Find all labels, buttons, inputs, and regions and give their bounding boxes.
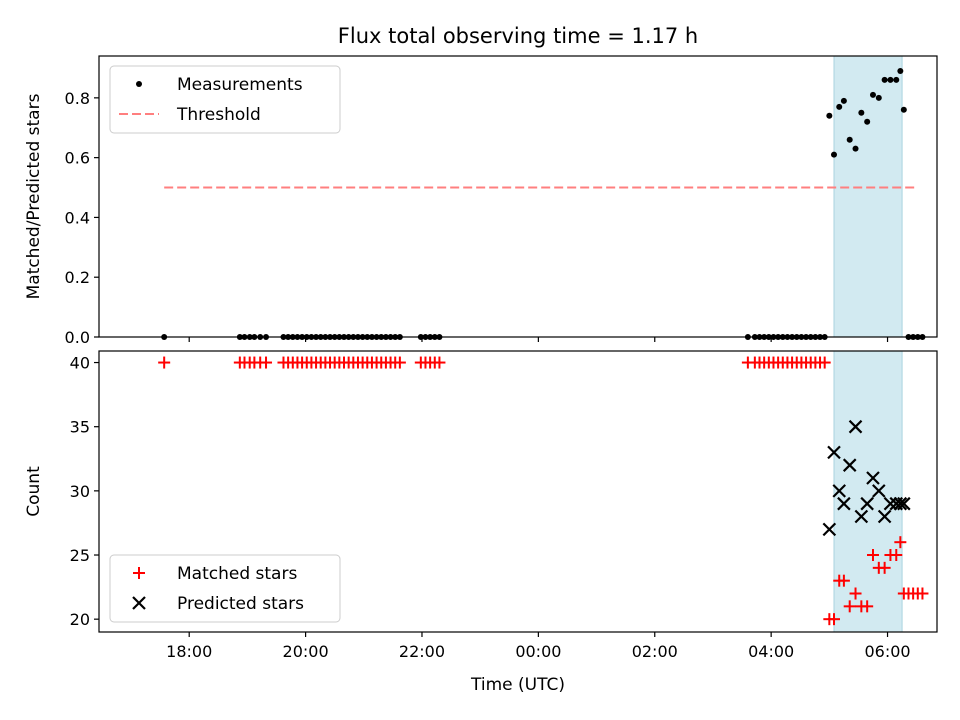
y-tick-label: 30 — [70, 482, 90, 501]
data-point — [890, 549, 903, 562]
data-point — [860, 496, 874, 511]
data-point — [846, 136, 853, 143]
x-marker-b — [893, 496, 908, 511]
data-point — [875, 94, 882, 101]
data-point — [158, 356, 171, 369]
y-tick-label: 20 — [70, 610, 90, 629]
legend-label: Threshold — [176, 105, 261, 125]
x-marker-b — [872, 484, 886, 498]
data-point — [883, 496, 898, 511]
x-marker-b — [854, 509, 869, 524]
data-point — [843, 600, 856, 613]
y-axis-label: Count — [24, 466, 44, 517]
data-point — [836, 103, 843, 110]
legend-label: Measurements — [177, 75, 303, 95]
y-tick-label: 35 — [70, 418, 90, 437]
y-tick-label: 0.4 — [65, 208, 90, 227]
data-point — [854, 509, 869, 524]
legend: Matched stars Predicted stars — [109, 554, 341, 623]
data-point — [916, 587, 929, 600]
data-point — [866, 471, 880, 485]
data-point — [894, 536, 907, 549]
axes-frame — [98, 350, 938, 633]
x-marker-b — [883, 496, 898, 511]
data-point — [900, 106, 907, 113]
data-point — [893, 76, 900, 83]
legend-marker-measurements — [136, 81, 142, 87]
data-point — [837, 574, 850, 587]
data-point — [260, 356, 273, 369]
legend-box — [109, 65, 341, 134]
data-point — [830, 151, 837, 158]
x-marker-b — [837, 496, 851, 511]
data-point — [861, 600, 874, 613]
data-point — [852, 145, 859, 152]
data-point — [877, 509, 892, 524]
data-point — [827, 613, 840, 626]
data-point — [827, 445, 841, 460]
x-marker-b — [897, 496, 911, 511]
x-marker-b — [827, 445, 841, 460]
data-point — [842, 458, 857, 472]
data-point — [887, 76, 894, 83]
data-point — [866, 549, 879, 562]
data-point — [393, 356, 406, 369]
legend: Measurements Threshold — [109, 65, 341, 134]
y-tick-label: 0.6 — [65, 149, 90, 168]
x-marker-b — [866, 471, 880, 485]
data-point — [893, 496, 908, 511]
x-marker-b — [822, 522, 837, 537]
chart-title: Flux total observing time = 1.17 h — [338, 24, 698, 48]
y-tick-label: 0.0 — [65, 328, 90, 347]
x-marker-b — [877, 509, 892, 524]
y-tick-label: 0.8 — [65, 89, 90, 108]
x-marker-b — [832, 484, 847, 498]
x-marker-b — [848, 419, 863, 434]
data-point — [837, 496, 851, 511]
data-point — [858, 109, 865, 116]
data-point — [869, 91, 876, 98]
data-point — [897, 496, 911, 511]
x-tick-label: 06:00 — [864, 642, 910, 661]
bottom-panel: 20 25 30 35 40 18:00 20:00 22:00 00:00 02:00 04:00… — [24, 350, 938, 695]
data-point — [897, 67, 904, 74]
x-tick-label: 04:00 — [748, 642, 794, 661]
axes-frame — [98, 55, 938, 338]
data-point — [818, 356, 831, 369]
x-marker-b — [842, 458, 857, 472]
y-axis-label: Matched/Predicted stars — [24, 93, 44, 299]
legend-label: Predicted stars — [177, 594, 304, 614]
x-tick-label: 02:00 — [632, 642, 678, 661]
y-tick-label: 40 — [70, 354, 90, 373]
legend-label: Matched stars — [177, 564, 297, 584]
x-tick-label: 00:00 — [515, 642, 561, 661]
legend-marker-predicted-b — [132, 596, 146, 610]
top-panel: 0.0 0.2 0.4 0.6 0.8 Matched/Predicted stars Fl… — [24, 24, 938, 347]
x-tick-label: 18:00 — [166, 642, 212, 661]
data-point — [878, 561, 891, 574]
data-point — [832, 484, 847, 498]
data-point — [864, 118, 871, 125]
x-tick-label: 20:00 — [283, 642, 329, 661]
data-point — [822, 522, 837, 537]
x-marker-b — [860, 496, 874, 511]
data-point — [826, 112, 833, 119]
data-point — [433, 356, 446, 369]
y-tick-label: 0.2 — [65, 268, 90, 287]
data-point — [881, 76, 888, 83]
legend-box — [109, 554, 341, 623]
data-point — [849, 587, 862, 600]
shaded-observing-span — [833, 350, 903, 633]
data-point — [848, 419, 863, 434]
data-point — [840, 97, 847, 104]
series-predicted-stars — [822, 419, 911, 537]
x-axis-label: Time (UTC) — [470, 675, 565, 695]
x-tick-label: 22:00 — [399, 642, 445, 661]
data-point — [872, 484, 886, 498]
series-matched-stars — [158, 356, 929, 626]
y-tick-label: 25 — [70, 546, 90, 565]
